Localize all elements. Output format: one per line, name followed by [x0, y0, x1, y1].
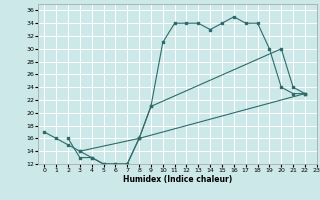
- X-axis label: Humidex (Indice chaleur): Humidex (Indice chaleur): [123, 175, 232, 184]
